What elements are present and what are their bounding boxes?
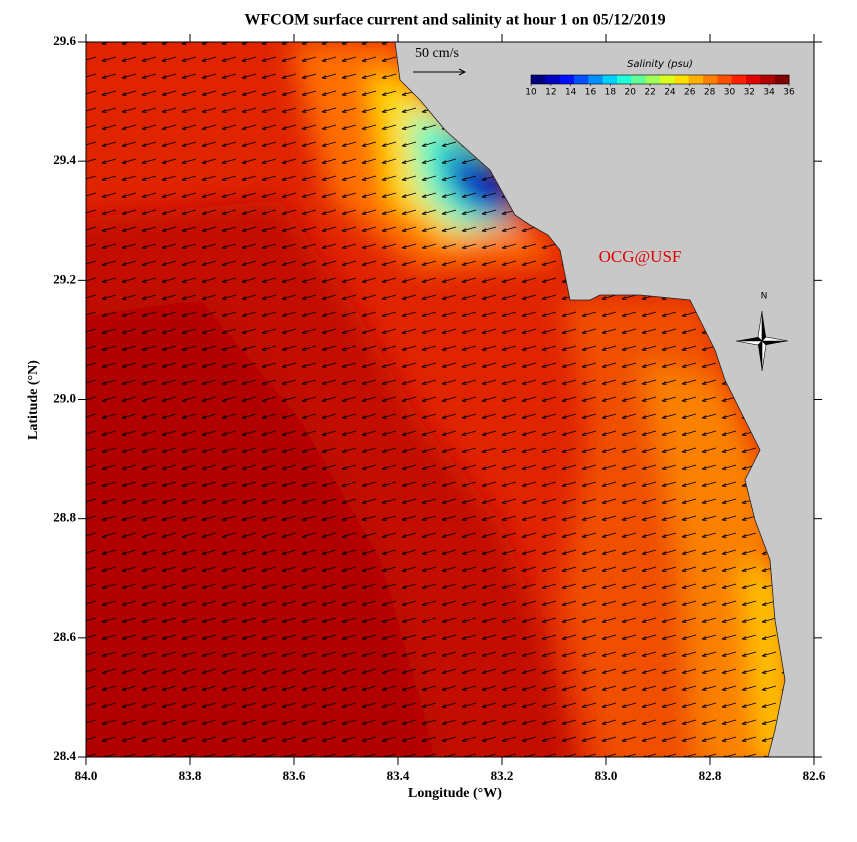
- colorbar-tick-label: 36: [783, 88, 795, 98]
- x-tick-label: 82.6: [803, 768, 826, 783]
- colorbar-tick-label: 14: [565, 88, 577, 98]
- x-tick-label: 83.6: [283, 768, 306, 783]
- y-tick-label: 28.4: [53, 748, 76, 763]
- colorbar: 10 12 14 16 18 20 22 24 26 28 30 32 34 36: [525, 74, 795, 98]
- x-tick-label: 83.0: [595, 768, 618, 783]
- colorbar-swatch: [645, 75, 661, 84]
- colorbar-tick-label: 26: [684, 88, 696, 98]
- x-axis-label: Longitude (°W): [408, 786, 502, 801]
- colorbar-tick-label: 30: [724, 88, 736, 98]
- axis-ticks: 84.0 83.8 83.6 83.4 83.2 83.0 82.8 82.6 28.4 28.6…: [53, 33, 826, 783]
- colorbar-tick-label: 12: [545, 88, 556, 98]
- scale-arrow: [413, 68, 467, 76]
- y-axis-label: Latitude (°N): [26, 360, 41, 440]
- colorbar-swatch: [531, 75, 546, 84]
- colorbar-tick-label: 22: [644, 88, 655, 98]
- colorbar-frame: [530, 74, 790, 85]
- x-tick-label: 83.8: [179, 768, 202, 783]
- colorbar-tick-label: 20: [625, 88, 637, 98]
- colorbar-swatch: [746, 75, 761, 84]
- colorbar-tick-label: 24: [664, 88, 676, 98]
- y-tick-label: 29.6: [53, 33, 76, 48]
- compass: N: [735, 292, 789, 372]
- colorbar-swatch: [674, 75, 690, 84]
- colorbar-swatch: [588, 75, 604, 84]
- colorbar-title: Salinity (psu): [627, 59, 693, 70]
- annotation: OCG@USF: [599, 247, 682, 266]
- map-title: WFCOM surface current and salinity at ho…: [244, 12, 665, 29]
- colorbar-swatch: [602, 75, 618, 84]
- colorbar-swatch: [703, 75, 718, 84]
- x-tick-label: 83.2: [491, 768, 514, 783]
- colorbar-swatch: [617, 75, 632, 84]
- colorbar-swatch: [717, 75, 733, 84]
- colorbar-swatch: [774, 75, 790, 84]
- colorbar-swatch: [760, 75, 776, 84]
- y-tick-label: 29.4: [53, 152, 76, 167]
- colorbar-swatch: [731, 75, 747, 84]
- colorbar-tick-label: 28: [704, 88, 716, 98]
- x-tick-label: 84.0: [75, 768, 98, 783]
- colorbar-tick-label: 34: [763, 88, 775, 98]
- colorbar-swatch: [688, 75, 704, 84]
- x-tick-label: 83.4: [387, 768, 410, 783]
- colorbar-swatch: [559, 75, 575, 84]
- colorbar-swatch: [631, 75, 647, 84]
- colorbar-swatch: [545, 75, 561, 84]
- north-label: N: [761, 292, 768, 302]
- colorbar-tick-label: 16: [585, 88, 597, 98]
- land: [394, 42, 814, 757]
- colorbar-tick-label: 18: [605, 88, 617, 98]
- colorbar-swatch: [574, 75, 589, 84]
- x-tick-label: 82.8: [699, 768, 722, 783]
- colorbar-swatch: [660, 75, 675, 84]
- y-tick-label: 29.0: [53, 390, 76, 405]
- y-tick-label: 28.8: [53, 510, 76, 525]
- y-tick-label: 28.6: [53, 629, 76, 644]
- salinity-field: [86, 42, 814, 757]
- y-tick-label: 29.2: [53, 271, 76, 286]
- colorbar-tick-label: 32: [744, 88, 755, 98]
- colorbar-tick-label: 10: [525, 88, 537, 98]
- scale-arrow-label: 50 cm/s: [415, 46, 459, 61]
